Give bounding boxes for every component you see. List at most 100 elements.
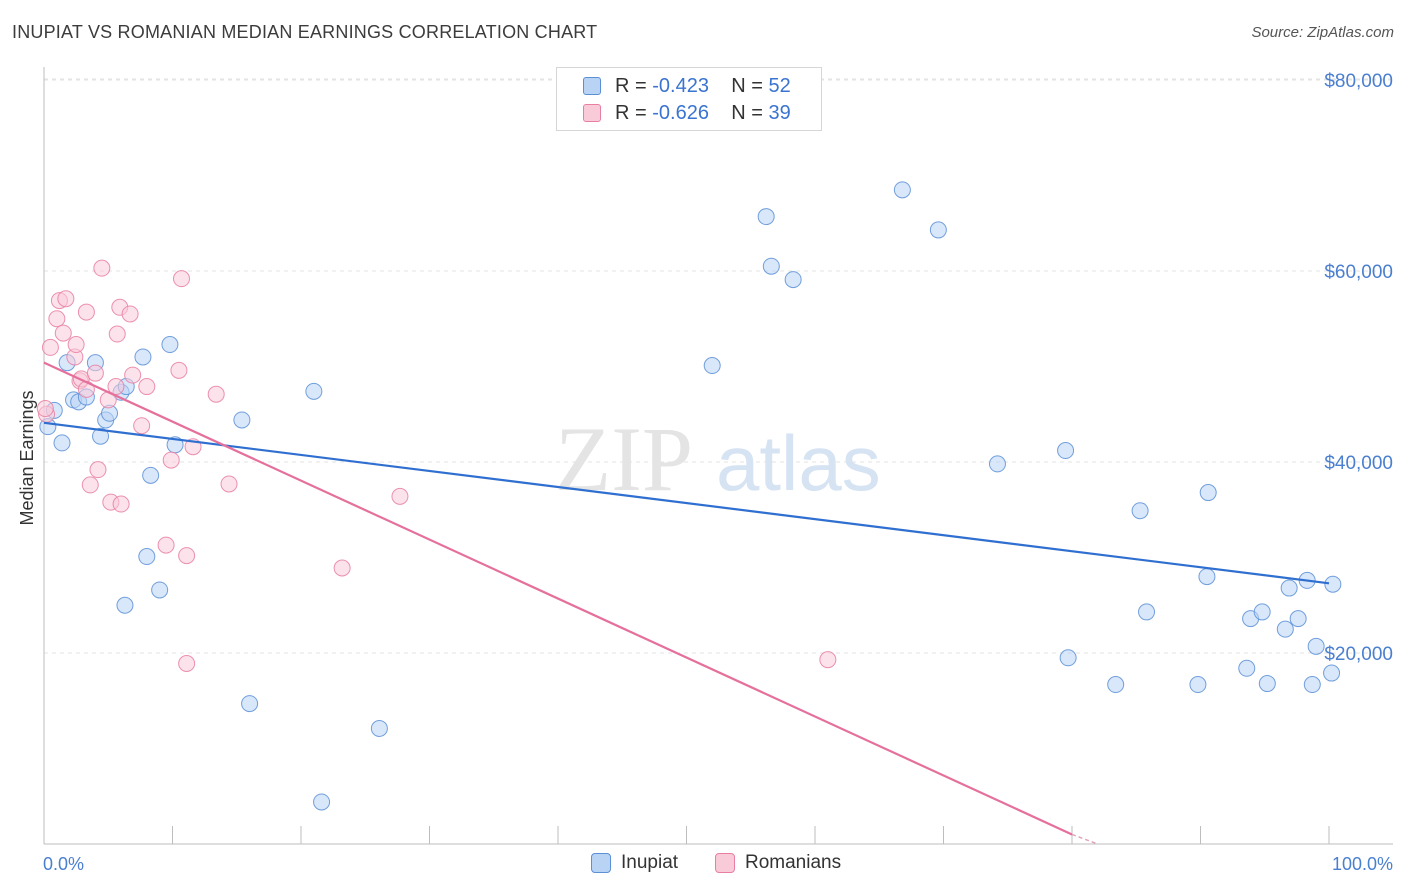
axes [43,67,1393,845]
romanians-trend-line [43,361,1073,836]
inupiat-point [1276,620,1294,638]
inupiat-point [370,719,388,737]
y-tick-labels: $20,000 $40,000 $60,000 $80,000 [1324,71,1393,665]
romanians-point [162,451,180,469]
inupiat-point [1238,659,1256,677]
inupiat-point [1303,676,1321,694]
stats-row-romanians: R = -0.626 N = 39 [583,100,791,126]
inupiat-point [161,336,179,354]
romanians-point [170,361,188,379]
romanians-point [391,487,409,505]
x-tick-labels: 0.0% 100.0% [43,854,1393,874]
romanians-point [333,559,351,577]
n-label: N = [731,74,769,97]
inupiat-point [1324,575,1342,593]
romanians-legend-swatch [715,853,735,873]
legend-label-romanians: Romanians [745,852,842,873]
stats-row-inupiat: R = -0.423 N = 52 [583,73,791,99]
romanians-swatch [583,104,601,122]
x-tick-label: 100.0% [1332,854,1393,874]
legend-item-romanians[interactable]: Romanians [715,852,841,874]
romanians-point [41,338,59,356]
romanians-point [207,385,225,403]
legend-item-inupiat[interactable]: Inupiat [591,852,678,874]
y-tick-label: $60,000 [1324,262,1393,283]
data-points [36,181,1342,811]
romanians-point [67,336,85,354]
romanians-point [57,290,75,308]
inupiat-trend-line [43,421,1330,585]
r-label: R = [615,74,653,97]
x-tick-label: 0.0% [43,854,84,874]
y-tick-label: $20,000 [1324,644,1393,665]
inupiat-point [1280,579,1298,597]
romanians-point [93,259,111,277]
romanians-point [121,305,139,323]
romanians-point [54,324,72,342]
inupiat-point [134,348,152,366]
romanians-trend-extension [1071,833,1098,845]
y-tick-label: $80,000 [1324,71,1393,92]
watermark-zip: ZIP [555,408,693,510]
inupiat-point [116,596,134,614]
romanians-point [124,366,142,384]
romanians-point [112,495,130,513]
romanians-point [138,378,156,396]
stats-legend: R = -0.423 N = 52 R = -0.626 N = 39 [556,67,822,131]
inupiat-point [1198,568,1216,586]
romanians-point [36,400,54,418]
y-tick-label: $40,000 [1324,453,1393,474]
inupiat-point [929,221,947,239]
romanians-point [172,270,190,288]
inupiat-point [305,382,323,400]
watermark: ZIP atlas [555,408,881,510]
romanians-point [133,417,151,435]
inupiat-point [53,434,71,452]
y-axis-label: Median Earnings [17,390,37,525]
inupiat-point [313,793,331,811]
inupiat-point [241,695,259,713]
inupiat-point [1253,603,1271,621]
inupiat-point [1258,675,1276,693]
inupiat-point [988,455,1006,473]
romanians-point [77,303,95,321]
inupiat-point [138,548,156,566]
romanians-point [89,461,107,479]
romanians-point [220,475,238,493]
romanians-point [81,476,99,494]
series-legend: Inupiat Romanians [0,852,1406,878]
romanians-point [819,651,837,669]
inupiat-point [1131,502,1149,520]
inupiat-point [1307,637,1325,655]
romanians-point [157,536,175,554]
inupiat-point [1189,676,1207,694]
romanians-point [86,364,104,382]
romanians-point [108,325,126,343]
r-value: -0.626 [652,101,709,124]
romanians-point [48,310,66,328]
inupiat-point [893,181,911,199]
inupiat-point [1138,603,1156,621]
n-label: N = [731,101,769,124]
inupiat-point [1057,442,1075,460]
inupiat-swatch [583,77,601,95]
inupiat-point [92,427,110,445]
trend-lines [43,361,1330,845]
inupiat-point [762,257,780,275]
inupiat-point [1059,649,1077,667]
inupiat-point [1323,664,1341,682]
romanians-point [178,547,196,565]
r-value: -0.423 [652,74,709,97]
inupiat-point [1199,484,1217,502]
inupiat-point [1289,610,1307,628]
chart-title: INUPIAT VS ROMANIAN MEDIAN EARNINGS CORR… [12,22,598,42]
watermark-atlas: atlas [716,419,881,507]
inupiat-legend-swatch [591,853,611,873]
n-value: 52 [768,74,791,97]
inupiat-point [142,466,160,484]
r-label: R = [615,101,653,124]
romanians-point [178,655,196,673]
legend-label-inupiat: Inupiat [621,852,679,873]
inupiat-point [703,357,721,375]
